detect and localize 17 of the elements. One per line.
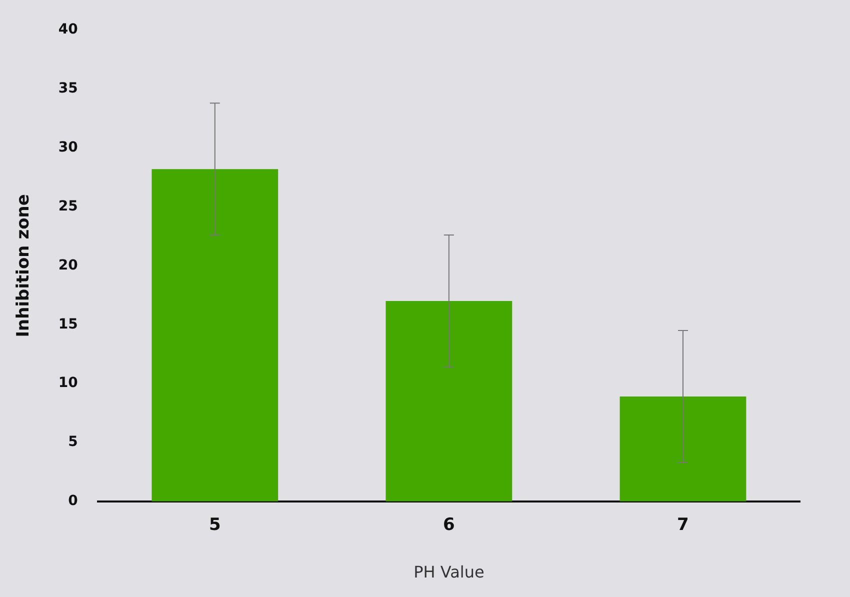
x-tick-label: 5 [208, 515, 221, 536]
y-tick-label: 15 [58, 316, 78, 332]
x-axis-title: PH Value [414, 562, 484, 582]
bar [386, 301, 512, 502]
y-tick-label: 20 [58, 257, 78, 274]
y-tick-label: 25 [58, 198, 78, 214]
y-tick-label: 40 [58, 22, 78, 38]
y-tick-label: 10 [58, 375, 78, 392]
y-axis-title: Inhibition zone [14, 194, 34, 338]
y-tick-label: 5 [68, 434, 78, 450]
y-tick-label: 0 [68, 493, 78, 510]
x-tick-label: 6 [443, 515, 455, 536]
y-tick-label: 30 [58, 139, 78, 156]
x-tick-label: 7 [677, 515, 689, 536]
bar [620, 396, 746, 502]
bar [152, 169, 278, 502]
y-tick-label: 35 [58, 80, 78, 97]
